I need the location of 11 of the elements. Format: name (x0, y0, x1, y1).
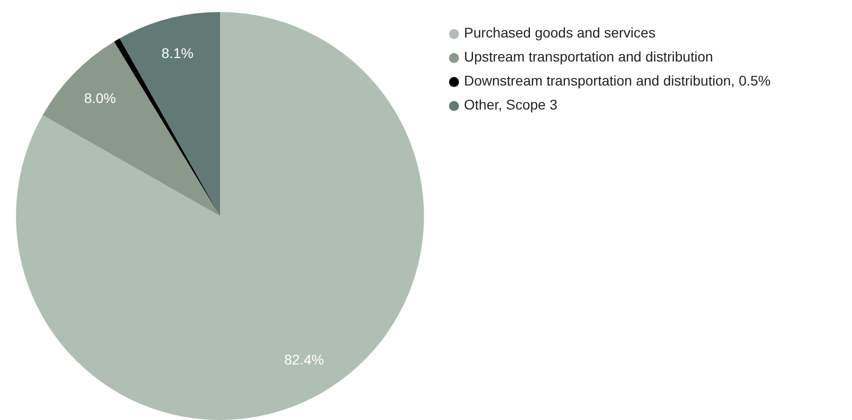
pie-slice (42, 42, 220, 216)
pie-slice (114, 38, 220, 216)
legend-label: Upstream transportation and distribution (464, 48, 714, 65)
pie-slice (120, 12, 220, 216)
legend-label: Purchased goods and services (464, 24, 656, 41)
data-label: 8.0% (84, 90, 116, 106)
pie-slice (16, 12, 424, 420)
legend-label: Downstream transportation and distribution, 0.5% (464, 72, 771, 89)
legend-label: Other, Scope 3 (464, 96, 558, 113)
data-label: 8.1% (162, 44, 194, 61)
data-label: 82.4% (284, 351, 324, 368)
